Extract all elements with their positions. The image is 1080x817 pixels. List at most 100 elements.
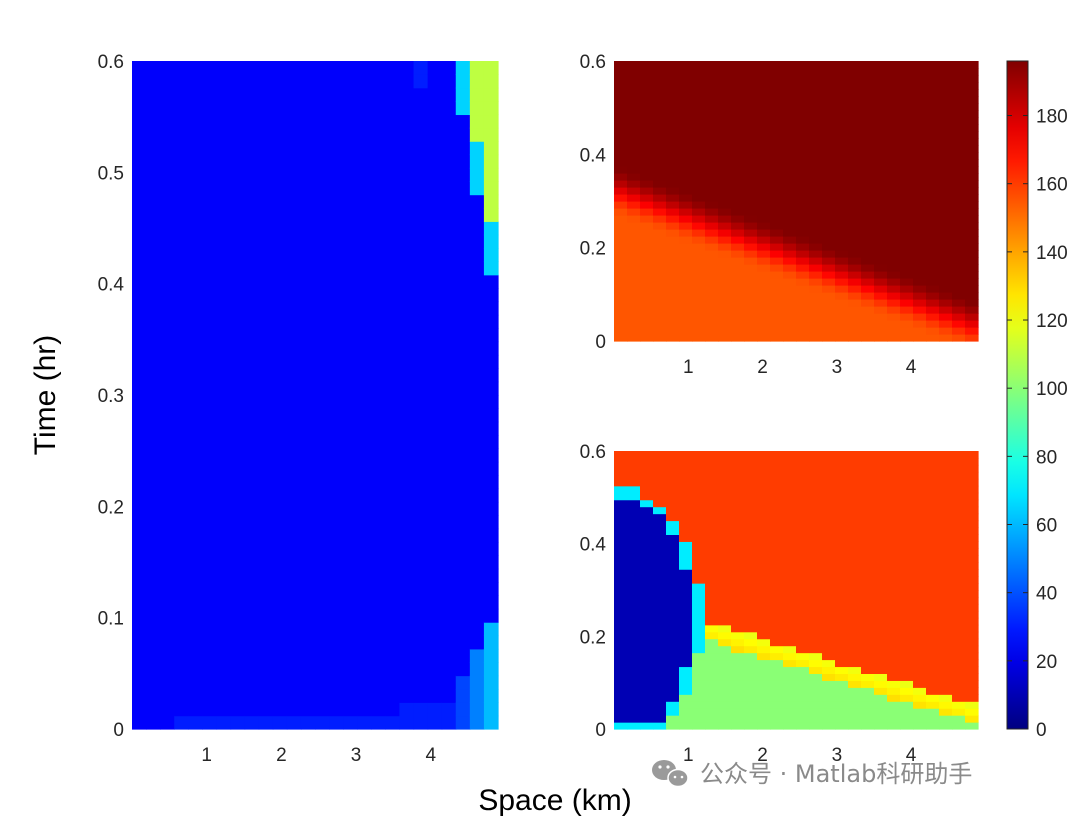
heatmap-cell	[666, 722, 680, 730]
heatmap-cell	[848, 194, 862, 202]
heatmap-cell	[315, 675, 330, 690]
heatmap-cell	[413, 541, 429, 556]
heatmap-cell	[887, 638, 901, 647]
heatmap-cell	[952, 687, 966, 695]
heatmap-cell	[244, 662, 260, 677]
heatmap-cell	[427, 582, 443, 596]
heatmap-cell	[640, 250, 654, 258]
heatmap-cell	[653, 624, 667, 633]
heatmap-cell	[874, 173, 888, 181]
heatmap-cell	[848, 520, 862, 529]
heatmap-cell	[343, 515, 358, 530]
heatmap-cell	[627, 471, 641, 480]
heatmap-cell	[132, 328, 147, 343]
heatmap-cell	[887, 694, 901, 702]
heatmap-cell	[757, 96, 771, 104]
heatmap-cell	[900, 541, 914, 549]
heatmap-cell	[900, 576, 914, 584]
heatmap-cell	[230, 114, 246, 129]
heatmap-cell	[731, 457, 745, 466]
heatmap-cell	[343, 207, 358, 222]
heatmap-cell	[483, 528, 499, 543]
heatmap-cell	[174, 154, 189, 169]
heatmap-cell	[315, 274, 330, 289]
heatmap-cell	[731, 464, 745, 473]
heatmap-cell	[441, 167, 457, 182]
heatmap-cell	[427, 528, 443, 543]
heatmap-cell	[913, 166, 927, 174]
heatmap-cell	[146, 274, 161, 289]
heatmap-cell	[796, 131, 810, 139]
heatmap-cell	[627, 152, 641, 160]
heatmap-cell	[783, 471, 797, 480]
heatmap-cell	[258, 395, 274, 409]
heatmap-cell	[343, 328, 358, 343]
heatmap-cell	[455, 715, 471, 730]
heatmap-cell	[926, 624, 940, 633]
heatmap-cell	[230, 395, 246, 409]
heatmap-cell	[244, 87, 260, 102]
heatmap-cell	[939, 673, 953, 681]
heatmap-cell	[653, 478, 667, 487]
heatmap-cell	[783, 299, 797, 307]
heatmap-cell	[705, 464, 719, 473]
heatmap-cell	[939, 131, 953, 139]
heatmap-cell	[399, 608, 415, 623]
heatmap-cell	[900, 638, 914, 647]
heatmap-cell	[926, 617, 940, 626]
heatmap-cell	[848, 485, 862, 494]
heatmap-cell	[272, 648, 288, 663]
heatmap-cell	[692, 666, 706, 674]
heatmap-cell	[653, 180, 667, 188]
heatmap-cell	[874, 334, 888, 342]
heatmap-cell	[640, 145, 654, 153]
heatmap-cell	[399, 488, 415, 503]
heatmap-cell	[371, 635, 386, 650]
heatmap-cell	[343, 341, 358, 356]
heatmap-cell	[796, 708, 810, 716]
heatmap-cell	[132, 181, 147, 196]
heatmap-cell	[809, 124, 823, 132]
heatmap-cell	[385, 328, 401, 343]
heatmap-cell	[718, 152, 732, 160]
y-tick-label: 0	[113, 720, 124, 741]
heatmap-cell	[329, 381, 344, 396]
heatmap-cell	[272, 381, 288, 396]
heatmap-cell	[965, 327, 979, 335]
heatmap-cell	[627, 187, 641, 195]
heatmap-cell	[343, 541, 358, 556]
heatmap-cell	[441, 381, 457, 396]
heatmap-cell	[913, 603, 927, 612]
heatmap-cell	[385, 127, 401, 142]
heatmap-cell	[900, 250, 914, 258]
heatmap-cell	[272, 702, 288, 717]
heatmap-cell	[614, 306, 628, 314]
heatmap-cell	[796, 631, 810, 640]
heatmap-cell	[160, 61, 175, 75]
heatmap-cell	[861, 478, 875, 487]
heatmap-cell	[357, 475, 372, 490]
heatmap-cell	[744, 715, 758, 723]
heatmap-cell	[913, 701, 927, 709]
heatmap-cell	[679, 610, 693, 619]
heatmap-cell	[835, 492, 849, 501]
heatmap-cell	[286, 234, 302, 249]
heatmap-cell	[188, 702, 203, 717]
heatmap-cell	[887, 180, 901, 188]
heatmap-cell	[329, 314, 344, 329]
heatmap-cell	[469, 515, 485, 530]
heatmap-cell	[455, 702, 471, 717]
heatmap-cell	[188, 87, 203, 102]
heatmap-cell	[822, 173, 836, 181]
heatmap-cell	[900, 68, 914, 76]
heatmap-cell	[160, 408, 175, 423]
heatmap-cell	[653, 208, 667, 216]
heatmap-cell	[286, 207, 302, 222]
heatmap-cell	[188, 608, 203, 623]
heatmap-cell	[718, 617, 732, 626]
heatmap-cell	[399, 354, 415, 369]
heatmap-cell	[483, 261, 499, 276]
heatmap-cell	[146, 595, 161, 610]
heatmap-cell	[887, 576, 901, 584]
heatmap-cell	[874, 499, 888, 508]
